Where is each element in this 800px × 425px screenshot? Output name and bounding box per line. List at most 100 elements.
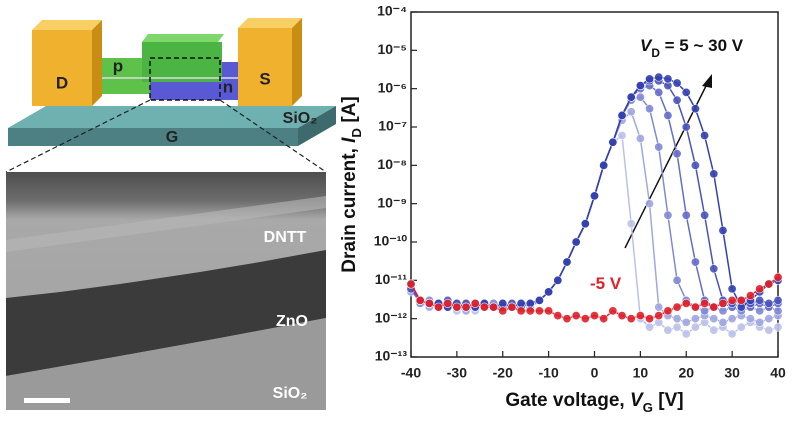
data-point [672, 314, 682, 324]
data-point [645, 199, 655, 209]
y-tick-label: 10⁻⁷ [378, 118, 407, 134]
data-point [589, 191, 599, 201]
dntt-block [142, 42, 222, 82]
vd-annotation-part: V [640, 36, 653, 55]
x-tick-label: -20 [493, 365, 513, 381]
x-axis-label-part: G [643, 400, 653, 415]
data-point [681, 122, 691, 132]
data-point [755, 284, 765, 294]
y-axis-label-part: I [339, 137, 360, 143]
dntt-label: DNTT [264, 229, 307, 246]
dntt-top [142, 34, 224, 42]
y-axis-label-part: Drain current, [339, 143, 360, 273]
data-point [727, 314, 737, 324]
drain-side [92, 20, 102, 106]
red-annotation-part: -5 V [590, 274, 622, 293]
data-point [663, 210, 673, 220]
data-point [681, 87, 691, 97]
data-point [534, 306, 544, 316]
data-point [553, 311, 563, 321]
data-point [690, 322, 700, 332]
data-point [562, 257, 572, 267]
data-point [727, 284, 737, 294]
data-point [718, 317, 728, 327]
data-point [415, 295, 425, 305]
y-tick-label: 10⁻⁸ [377, 156, 407, 172]
data-point [617, 311, 627, 321]
data-point [690, 160, 700, 170]
data-point [534, 295, 544, 305]
data-point [681, 298, 691, 308]
gate-side [298, 106, 336, 146]
sio2-label: SiO₂ [273, 385, 308, 402]
data-point [764, 314, 774, 324]
data-point [516, 306, 526, 316]
data-point [654, 311, 664, 321]
data-point [690, 302, 700, 312]
data-point [773, 322, 783, 332]
y-tick-label: 10⁻⁴ [377, 3, 407, 19]
data-point [745, 291, 755, 301]
data-point [571, 311, 581, 321]
data-point [635, 81, 645, 91]
data-point [700, 131, 710, 141]
data-point [580, 314, 590, 324]
data-point [727, 295, 737, 305]
data-point [681, 329, 691, 339]
drain-top [32, 20, 102, 30]
data-point [672, 275, 682, 285]
source-top [238, 18, 302, 28]
gate-front [8, 128, 298, 146]
data-point [736, 295, 746, 305]
data-point [654, 142, 664, 152]
data-point [461, 302, 471, 312]
x-tick-label: 10 [633, 365, 649, 381]
source-label: S [259, 69, 270, 88]
data-point [525, 306, 535, 316]
vd-annotation-part: D [651, 46, 660, 60]
y-tick-label: 10⁻¹⁰ [374, 233, 408, 249]
x-tick-label: 20 [678, 365, 694, 381]
data-point [690, 104, 700, 114]
data-point [690, 314, 700, 324]
data-point [626, 92, 636, 102]
data-point [452, 302, 462, 312]
data-point [507, 302, 517, 312]
x-axis-label: Gate voltage, VG [V] [505, 390, 683, 415]
data-point [727, 329, 737, 339]
y-axis-label-part: D [349, 128, 364, 138]
source-side [292, 18, 302, 106]
data-point [736, 322, 746, 332]
data-point [645, 74, 655, 84]
x-axis-label-part: Gate voltage, [505, 390, 630, 411]
zno-layer [6, 250, 326, 376]
data-point [672, 95, 682, 105]
data-point [608, 137, 618, 147]
data-point [434, 302, 444, 312]
data-point [663, 74, 673, 84]
data-point [672, 78, 682, 88]
data-point [406, 279, 416, 289]
data-point [773, 295, 783, 305]
gate-label: G [166, 129, 178, 146]
data-point [617, 110, 627, 120]
x-tick-label: 30 [724, 365, 740, 381]
y-tick-label: 10⁻¹¹ [375, 271, 408, 287]
zno-label: ZnO [276, 313, 308, 330]
data-point [626, 314, 636, 324]
tem-image: DNTT ZnO SiO₂ [6, 172, 326, 410]
data-point [672, 302, 682, 312]
data-point [544, 306, 554, 316]
x-tick-label: -10 [539, 365, 559, 381]
y-axis-label: Drain current, ID [A] [339, 96, 364, 272]
data-point [718, 298, 728, 308]
red-annotation: -5 V [590, 274, 622, 293]
vd-annotation: VD = 5 ~ 30 V [640, 36, 744, 60]
data-point [635, 134, 645, 144]
data-point [424, 298, 434, 308]
data-point [690, 257, 700, 267]
arrow-head [702, 74, 712, 88]
y-tick-label: 10⁻⁹ [377, 194, 407, 210]
data-point [700, 210, 710, 220]
